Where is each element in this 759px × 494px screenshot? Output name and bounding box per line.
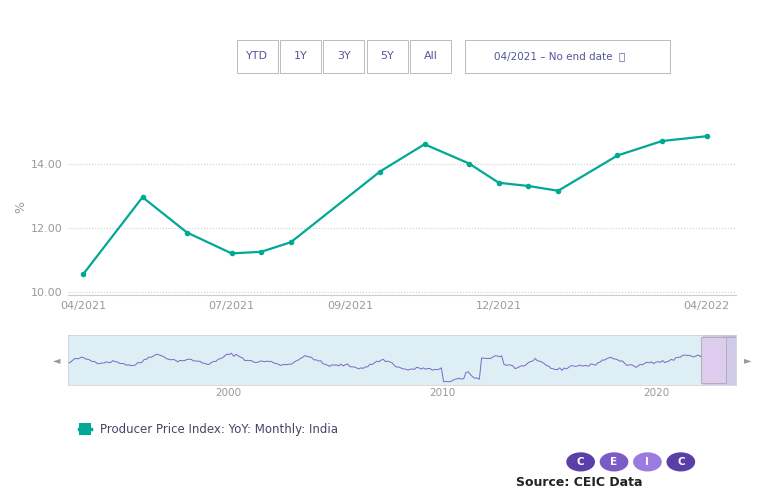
Text: C: C [677, 457, 685, 467]
Text: ►: ► [745, 355, 751, 365]
Bar [703, 335, 736, 385]
Text: YTD: YTD [247, 51, 268, 61]
Text: 5Y: 5Y [380, 51, 394, 61]
Text: All: All [424, 51, 437, 61]
Text: I: I [645, 457, 650, 467]
Text: 1Y: 1Y [294, 51, 307, 61]
Text: 04/2021 – No end date  📅: 04/2021 – No end date 📅 [494, 51, 625, 61]
Legend: Producer Price Index: YoY: Monthly: India: Producer Price Index: YoY: Monthly: Indi… [74, 419, 343, 441]
Text: C: C [577, 457, 584, 467]
Text: ◄: ◄ [53, 355, 60, 365]
Y-axis label: %: % [14, 201, 27, 213]
Text: Source: CEIC Data: Source: CEIC Data [516, 476, 643, 489]
Text: E: E [610, 457, 618, 467]
Text: 3Y: 3Y [337, 51, 351, 61]
FancyBboxPatch shape [701, 337, 726, 383]
